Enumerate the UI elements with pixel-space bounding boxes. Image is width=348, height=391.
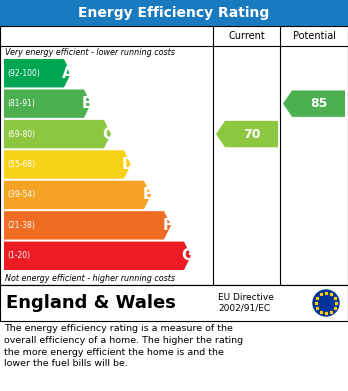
Text: (81-91): (81-91) <box>7 99 35 108</box>
Text: (1-20): (1-20) <box>7 251 30 260</box>
Text: (92-100): (92-100) <box>7 69 40 78</box>
Text: England & Wales: England & Wales <box>6 294 176 312</box>
Text: (69-80): (69-80) <box>7 129 35 138</box>
Text: Potential: Potential <box>293 31 335 41</box>
Bar <box>0 285 348 321</box>
Polygon shape <box>4 59 71 88</box>
Text: Not energy efficient - higher running costs: Not energy efficient - higher running co… <box>5 274 175 283</box>
Text: 85: 85 <box>310 97 327 110</box>
Text: (39-54): (39-54) <box>7 190 35 199</box>
Polygon shape <box>4 90 91 118</box>
Text: D: D <box>121 157 134 172</box>
Text: 2002/91/EC: 2002/91/EC <box>218 303 270 312</box>
Text: Very energy efficient - lower running costs: Very energy efficient - lower running co… <box>5 48 175 57</box>
Polygon shape <box>283 90 345 117</box>
Polygon shape <box>4 120 111 148</box>
Text: C: C <box>102 127 113 142</box>
Polygon shape <box>216 121 278 147</box>
Text: A: A <box>62 66 73 81</box>
Text: Energy Efficiency Rating: Energy Efficiency Rating <box>78 6 270 20</box>
Polygon shape <box>4 150 131 179</box>
Text: F: F <box>162 218 173 233</box>
Text: EU Directive: EU Directive <box>218 294 274 303</box>
Text: B: B <box>82 96 93 111</box>
Text: 70: 70 <box>243 127 260 141</box>
Text: The energy efficiency rating is a measure of the
overall efficiency of a home. T: The energy efficiency rating is a measur… <box>4 324 243 368</box>
Text: (55-68): (55-68) <box>7 160 35 169</box>
Polygon shape <box>4 242 191 270</box>
Text: E: E <box>142 187 153 203</box>
Polygon shape <box>4 211 171 240</box>
Bar <box>0 0 348 26</box>
Text: (21-38): (21-38) <box>7 221 35 230</box>
Bar <box>0 26 348 285</box>
Circle shape <box>313 290 339 316</box>
Text: Current: Current <box>228 31 265 41</box>
Polygon shape <box>4 181 151 209</box>
Text: G: G <box>181 248 194 263</box>
